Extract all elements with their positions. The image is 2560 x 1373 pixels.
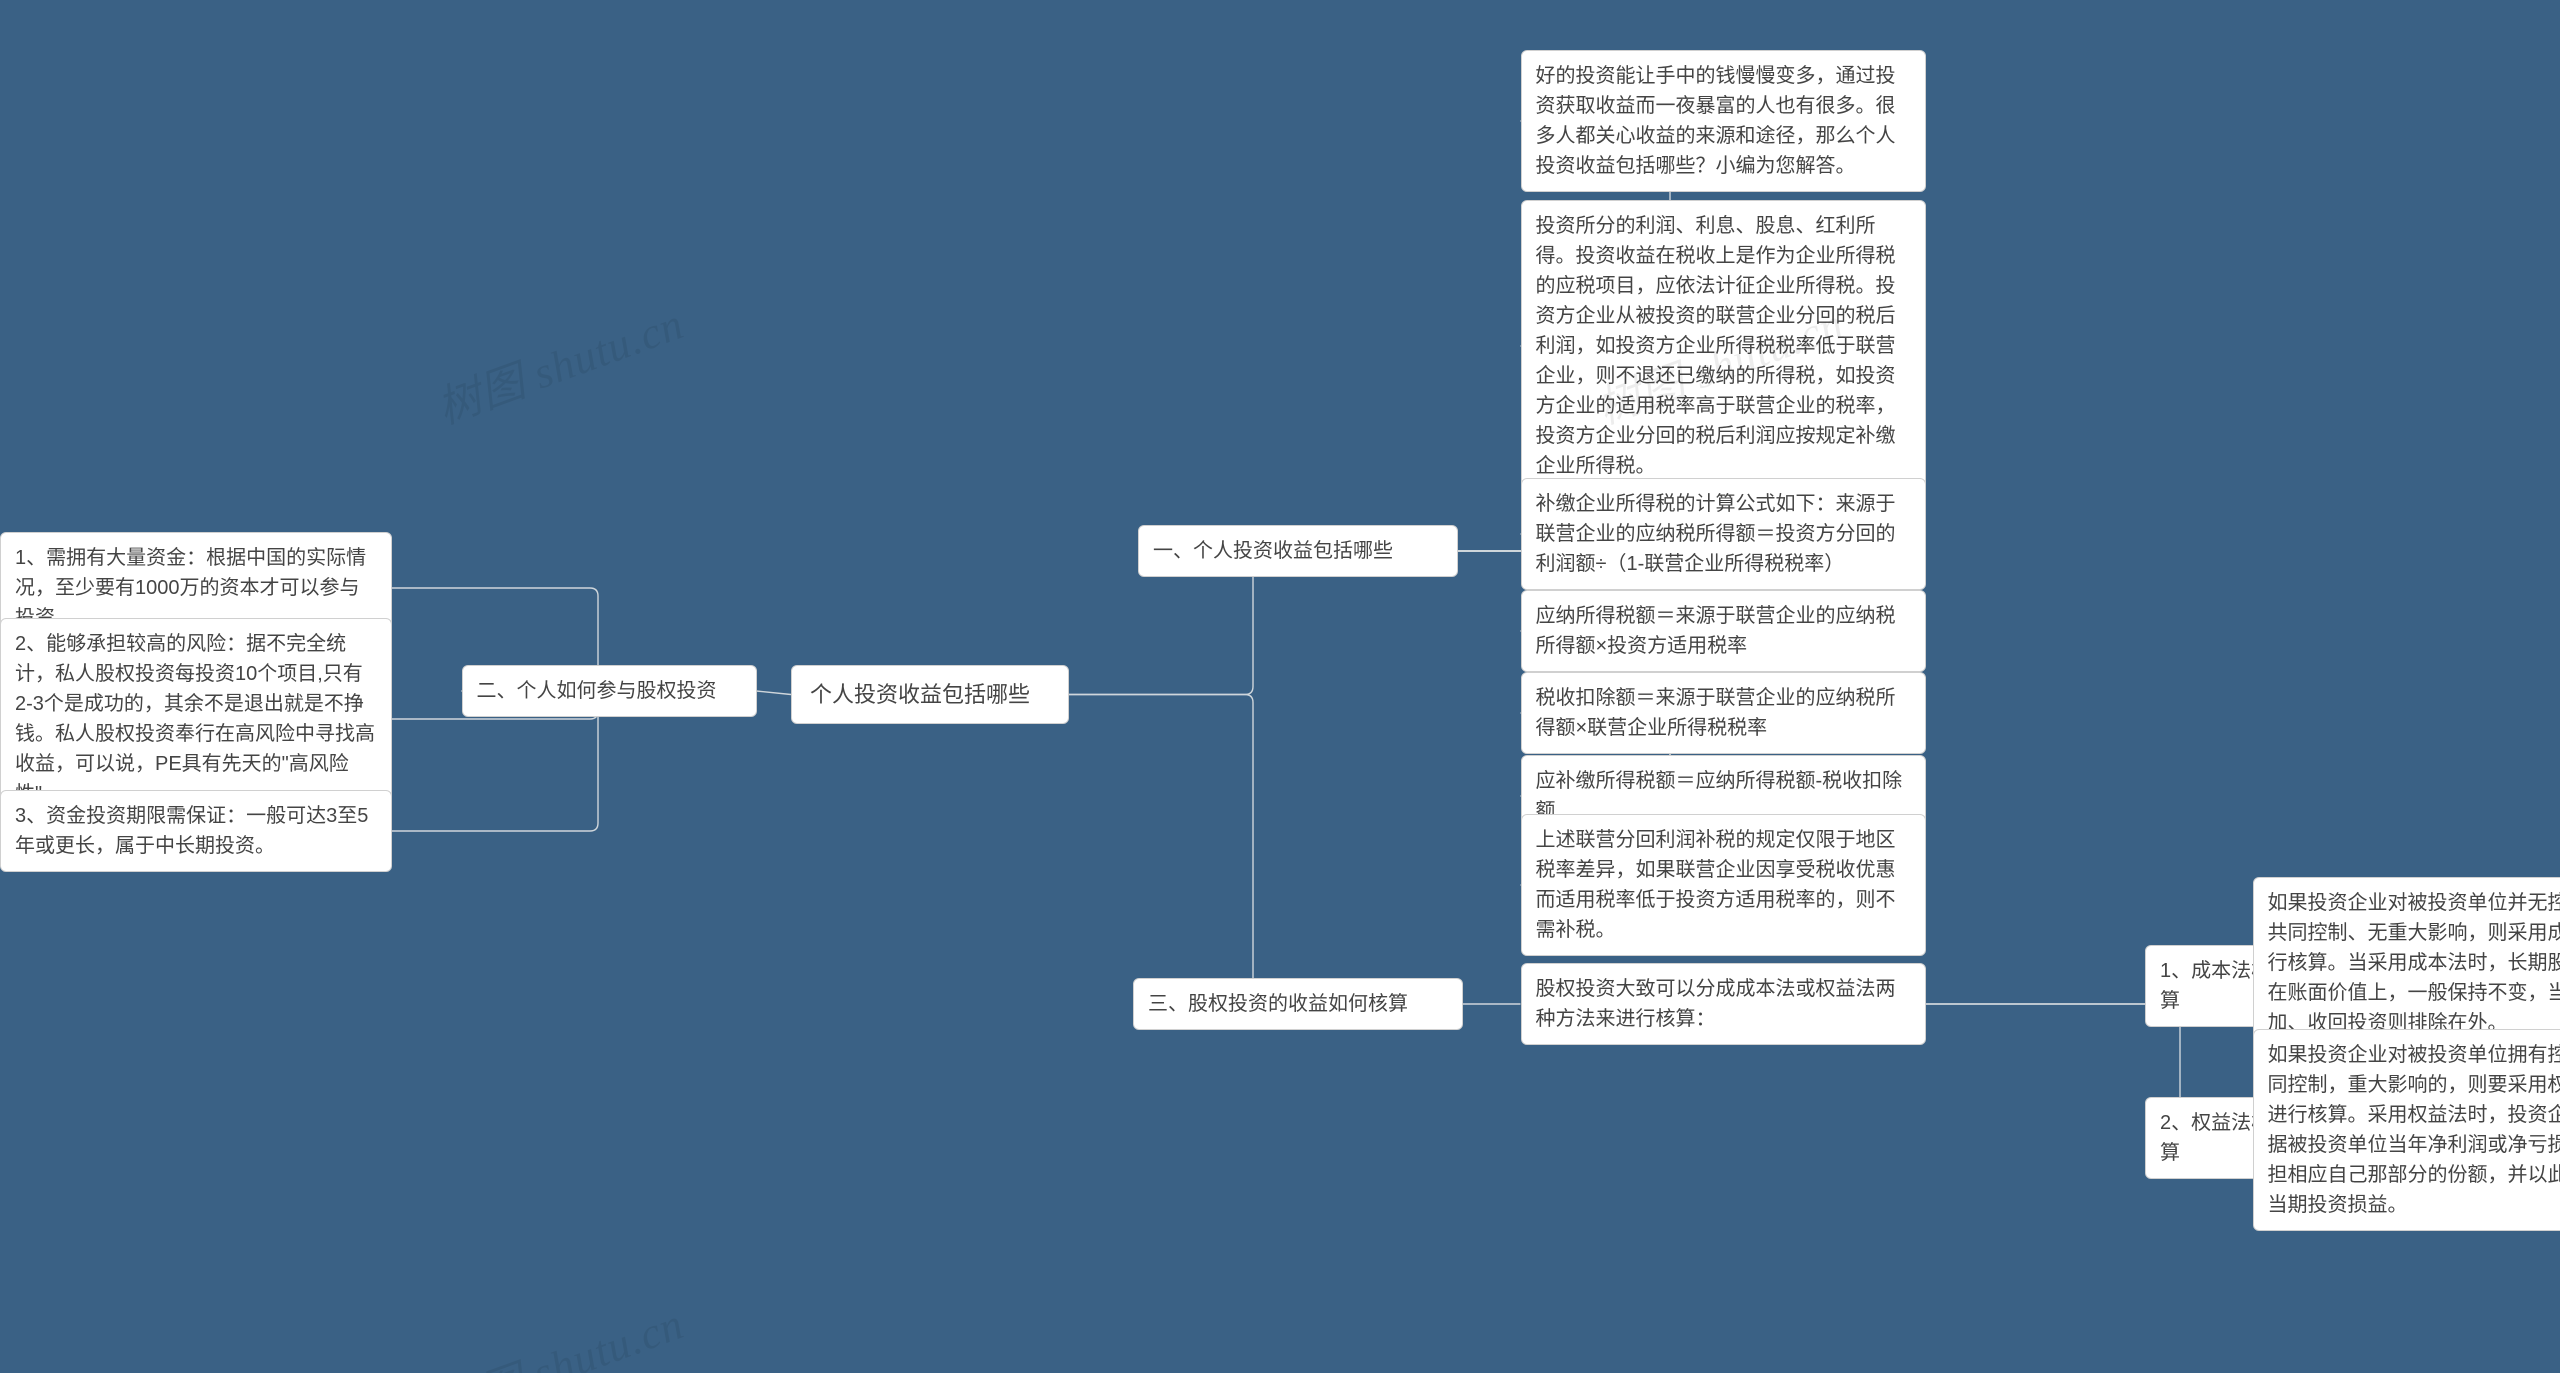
watermark-text: 树图 shutu.cn [427,1288,691,1373]
watermark-text: 树图 shutu.cn [427,288,691,436]
mindmap-canvas: 个人投资收益包括哪些 一、个人投资收益包括哪些 三、股权投资的收益如何核算 二、… [0,0,2560,1373]
node-b3-child-1-detail[interactable]: 如果投资企业对被投资单位并无控制、无共同控制、无重大影响，则采用成本法进行核算。… [2253,877,2560,1049]
node-b1-child-5[interactable]: 税收扣除额＝来源于联营企业的应纳税所得额×联营企业所得税税率 [1521,672,1926,754]
node-b2-child-3[interactable]: 3、资金投资期限需保证：一般可达3至5年或更长，属于中长期投资。 [0,790,392,872]
node-center[interactable]: 个人投资收益包括哪些 [791,665,1069,724]
node-b1-child-2[interactable]: 投资所分的利润、利息、股息、红利所得。投资收益在税收上是作为企业所得税的应税项目… [1521,200,1926,492]
node-branch-1[interactable]: 一、个人投资收益包括哪些 [1138,525,1458,577]
node-b1-child-4[interactable]: 应纳所得税额＝来源于联营企业的应纳税所得额×投资方适用税率 [1521,590,1926,672]
node-branch-2[interactable]: 二、个人如何参与股权投资 [462,665,757,717]
node-b1-child-3[interactable]: 补缴企业所得税的计算公式如下：来源于联营企业的应纳税所得额＝投资方分回的利润额÷… [1521,478,1926,590]
node-b3-child-2-detail[interactable]: 如果投资企业对被投资单位拥有控制、共同控制，重大影响的，则要采用权益法来进行核算… [2253,1029,2560,1231]
node-b3-child-0[interactable]: 股权投资大致可以分成成本法或权益法两种方法来进行核算： [1521,963,1926,1045]
node-b1-child-1[interactable]: 好的投资能让手中的钱慢慢变多，通过投资获取收益而一夜暴富的人也有很多。很多人都关… [1521,50,1926,192]
connector [1069,695,1261,1005]
node-b1-child-7[interactable]: 上述联营分回利润补税的规定仅限于地区税率差异，如果联营企业因享受税收优惠而适用税… [1521,814,1926,956]
node-branch-3[interactable]: 三、股权投资的收益如何核算 [1133,978,1463,1030]
connector [757,691,792,695]
